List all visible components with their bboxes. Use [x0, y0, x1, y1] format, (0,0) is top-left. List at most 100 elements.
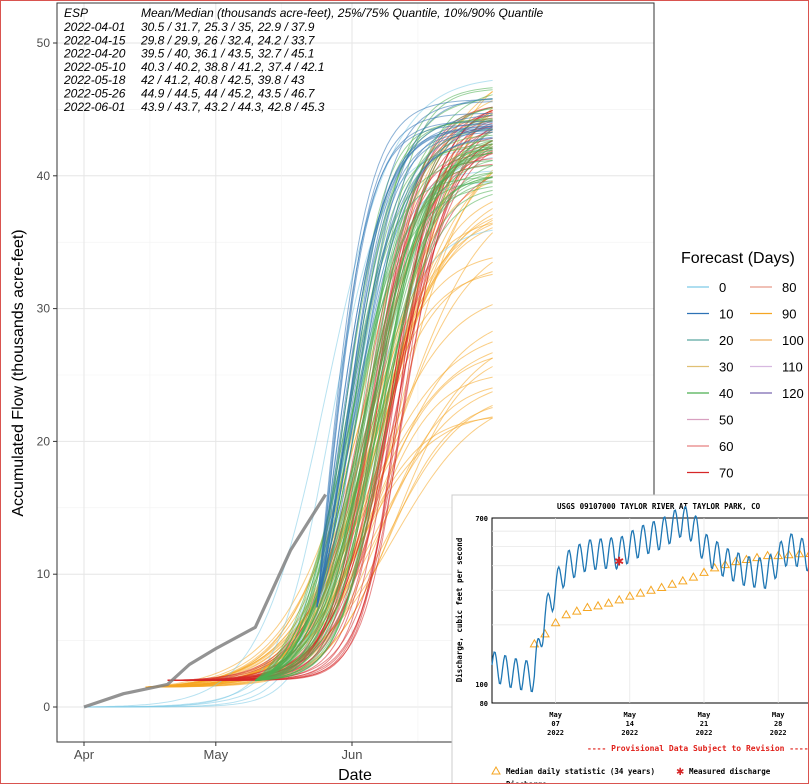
- annotation-date: 2022-04-01: [63, 20, 125, 34]
- ensemble-line-40: [255, 152, 493, 681]
- discharge-line: [491, 505, 808, 693]
- inset-legend-median: Median daily statistic (34 years): [506, 767, 655, 776]
- median-triangle: [667, 579, 678, 588]
- ensemble-line-40: [255, 87, 493, 681]
- annotation-values: 44.9 / 44.5, 44 / 45.2, 43.5 / 46.7: [141, 87, 316, 101]
- median-triangle: [593, 600, 603, 610]
- median-triangle: [752, 552, 762, 562]
- inset-x-tick-label: May: [698, 711, 711, 719]
- ensemble-line-70: [167, 175, 493, 681]
- legend-label-0: 0: [719, 280, 726, 295]
- plot-border: [56, 2, 655, 743]
- plot-frame: [56, 2, 655, 743]
- inset-legend-measured: Measured discharge: [689, 767, 771, 776]
- legend-label-60: 60: [719, 439, 733, 454]
- legend-label-20: 20: [719, 333, 733, 348]
- median-triangle: [614, 594, 625, 604]
- median-triangle: [550, 617, 561, 627]
- median-triangle: [646, 585, 656, 594]
- y-tick-label: 40: [37, 169, 51, 183]
- inset-x-tick-label: May: [772, 711, 785, 719]
- annotation-date: 2022-04-20: [63, 47, 126, 61]
- y-tick-label: 30: [37, 302, 51, 316]
- ensemble-line-40: [255, 149, 493, 681]
- median-triangle: [699, 567, 709, 576]
- inset-y-tick-label: 80: [480, 700, 488, 708]
- ensemble-line-40: [255, 165, 493, 681]
- median-triangle: [635, 588, 646, 597]
- legend-label-90: 90: [782, 307, 796, 322]
- x-tick-label: Apr: [74, 747, 95, 762]
- inset-x-tick-label: May: [549, 711, 562, 719]
- median-triangle: [624, 591, 635, 600]
- inset-x-tick-label: 2022: [621, 729, 638, 737]
- inset-x-tick-label: 07: [551, 720, 559, 728]
- inset-x-tick-label: 2022: [770, 729, 787, 737]
- x-axis-title: Date: [338, 767, 372, 784]
- annotation-date: 2022-05-18: [63, 73, 126, 87]
- esp-annotation: ESP Mean/Median (thousands acre-feet), 25…: [63, 6, 544, 114]
- legend-label-100: 100: [782, 333, 804, 348]
- measured-discharge-marker: ✱: [614, 555, 624, 569]
- ensemble-line-10: [316, 120, 493, 608]
- ensemble-line-40: [255, 89, 493, 681]
- axis-ticks: 0 10 20 30 40 50 Apr May Jun Date Accumulated Flow…: [10, 36, 372, 784]
- x-tick-label: Jun: [342, 747, 363, 762]
- y-tick-label: 50: [37, 36, 51, 50]
- legend-label-120: 120: [782, 386, 804, 401]
- inset-x-tick-label: 21: [700, 720, 708, 728]
- observed-line: [83, 493, 327, 709]
- usgs-hydrograph: USGS 09107000 TAYLOR RIVER AT TAYLOR PAR…: [451, 494, 808, 784]
- annotation-values: 42 / 41.2, 40.8 / 42.5, 39.8 / 43: [141, 73, 305, 87]
- legend-label-110: 110: [782, 360, 803, 375]
- legend-label-70: 70: [719, 466, 733, 481]
- ensemble-line-10: [316, 127, 493, 608]
- inset-x-tick-label: 2022: [696, 729, 713, 737]
- median-triangle: [582, 602, 593, 612]
- ensemble-line-40: [255, 193, 493, 681]
- annotation-values: 30.5 / 31.7, 25.3 / 35, 22.9 / 37.9: [141, 20, 315, 34]
- legend-label-50: 50: [719, 413, 733, 428]
- legend-label-80: 80: [782, 280, 796, 295]
- ensemble-line-40: [255, 189, 493, 681]
- y-tick-label: 10: [37, 567, 51, 581]
- inset-x-tick-label: 2022: [547, 729, 564, 737]
- annotation-values: 39.5 / 40, 36.1 / 43.5, 32.7 / 45.1: [141, 47, 314, 61]
- inset-y-tick-label: 700: [475, 515, 488, 523]
- ensemble-line-40: [254, 172, 493, 681]
- ensemble-line-10: [316, 136, 493, 608]
- legend-label-10: 10: [719, 307, 733, 322]
- ensemble-line-40: [255, 142, 493, 681]
- median-triangle: [688, 572, 699, 581]
- legend-label-40: 40: [719, 386, 733, 401]
- ensemble-line-10: [316, 112, 493, 608]
- median-triangle: [561, 609, 572, 619]
- legend-label-30: 30: [719, 360, 733, 375]
- inset-x-tick-label: 28: [774, 720, 782, 728]
- observed-series: [83, 493, 327, 709]
- ensemble-line-40: [255, 144, 493, 681]
- annotation-values: 43.9 / 43.7, 43.2 / 44.3, 42.8 / 45.3: [141, 100, 325, 114]
- y-tick-label: 0: [43, 700, 50, 714]
- median-triangle: [540, 628, 550, 638]
- median-triangle: [720, 559, 731, 569]
- ensemble-lines: [83, 79, 493, 708]
- ensemble-line-40: [255, 134, 493, 681]
- median-triangle: [783, 549, 794, 559]
- median-triangle: [656, 582, 667, 591]
- annotation-values: 40.3 / 40.2, 38.8 / 41.2, 37.4 / 42.1: [141, 60, 324, 74]
- annotation-date: 2022-05-10: [63, 60, 126, 74]
- annotation-date: 2022-05-26: [63, 87, 126, 101]
- inset-legend-star-icon: ✱: [676, 767, 684, 778]
- inset-x-tick-label: May: [623, 711, 636, 719]
- x-tick-label: May: [204, 747, 229, 762]
- ensemble-line-10: [316, 99, 493, 608]
- median-triangle: [794, 548, 805, 558]
- median-triangle: [603, 598, 614, 607]
- legend-title: Forecast (Days): [681, 250, 795, 267]
- ensemble-line-10: [316, 137, 493, 608]
- ensemble-line-10: [316, 125, 493, 608]
- inset-legend-discharge: Discharge: [506, 780, 547, 784]
